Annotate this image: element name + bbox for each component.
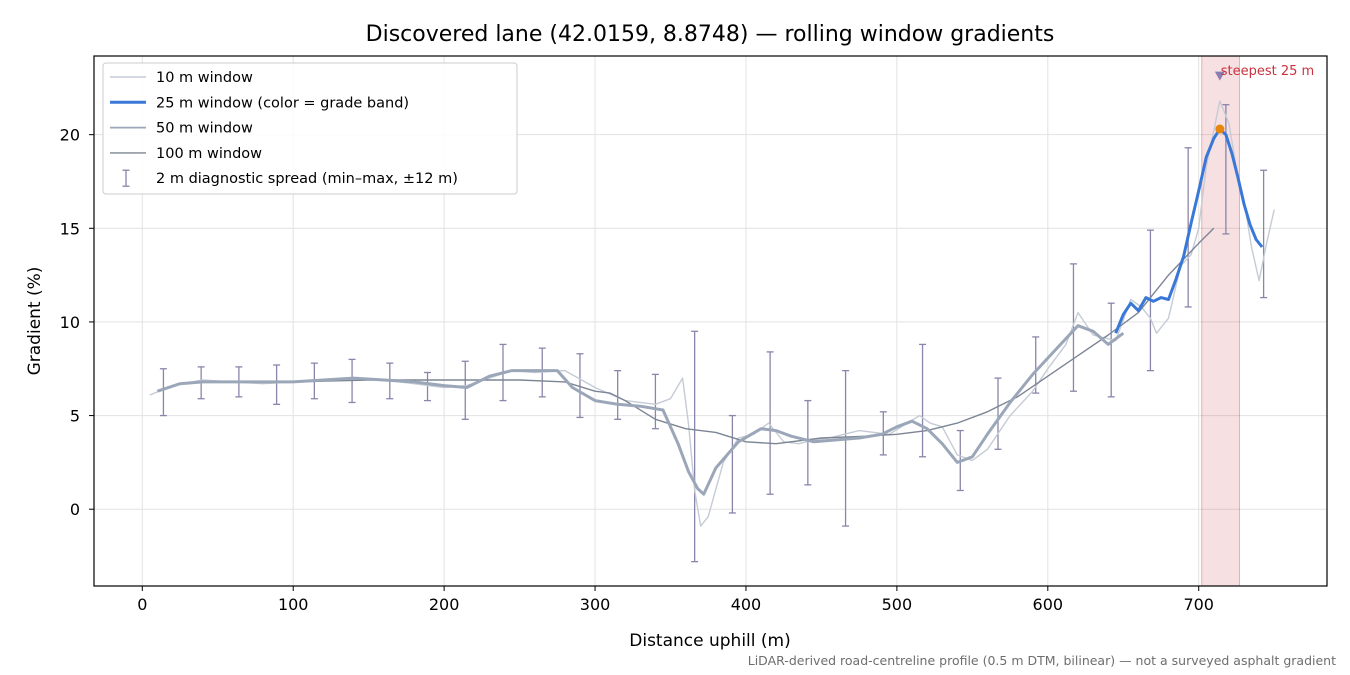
x-axis-label: Distance uphill (m)	[629, 631, 790, 651]
steepest-label: steepest 25 m	[1221, 64, 1314, 79]
x-tick-label: 400	[731, 595, 762, 614]
x-tick-label: 200	[429, 595, 460, 614]
footnote: LiDAR-derived road-centreline profile (0…	[748, 653, 1336, 668]
steepest-peak-marker	[1215, 124, 1225, 134]
x-tick-label: 700	[1183, 595, 1214, 614]
legend-100m-label: 100 m window	[156, 146, 262, 162]
steepest-triangle-marker	[1214, 71, 1225, 81]
y-tick-label: 10	[60, 313, 80, 332]
series-50m-line	[156, 324, 1125, 496]
series-100m-line	[217, 227, 1215, 445]
y-axis-label: Gradient (%)	[25, 267, 45, 376]
y-tick-label: 5	[70, 407, 80, 426]
legend-10m-label: 10 m window	[156, 70, 253, 86]
steepest-band-layer	[1201, 55, 1240, 587]
series-layer: steepest 25 m	[149, 64, 1314, 563]
steepest-band	[1201, 55, 1240, 587]
x-tick-label: 100	[278, 595, 309, 614]
x-tick-label: 500	[882, 595, 913, 614]
legend: 10 m window 25 m window (color = grade ba…	[102, 62, 518, 195]
plot-frame	[93, 55, 1328, 587]
y-tick-label: 0	[70, 500, 80, 519]
x-tick-label: 0	[137, 595, 147, 614]
x-tick-label: 300	[580, 595, 611, 614]
chart-title: Discovered lane (42.0159, 8.8748) — roll…	[366, 22, 1055, 47]
legend-spread-label: 2 m diagnostic spread (min–max, ±12 m)	[156, 171, 458, 187]
legend-25m-label: 25 m window (color = grade band)	[156, 95, 409, 111]
axes: 0 100 200 300 400 500 600 700 0 5 10 15 20	[60, 55, 1328, 614]
legend-box	[102, 62, 518, 195]
y-tick-label: 20	[60, 126, 80, 145]
x-tick-label: 600	[1033, 595, 1064, 614]
y-tick-label: 15	[60, 219, 80, 238]
legend-50m-label: 50 m window	[156, 121, 253, 137]
series-25m-line	[1114, 127, 1264, 334]
